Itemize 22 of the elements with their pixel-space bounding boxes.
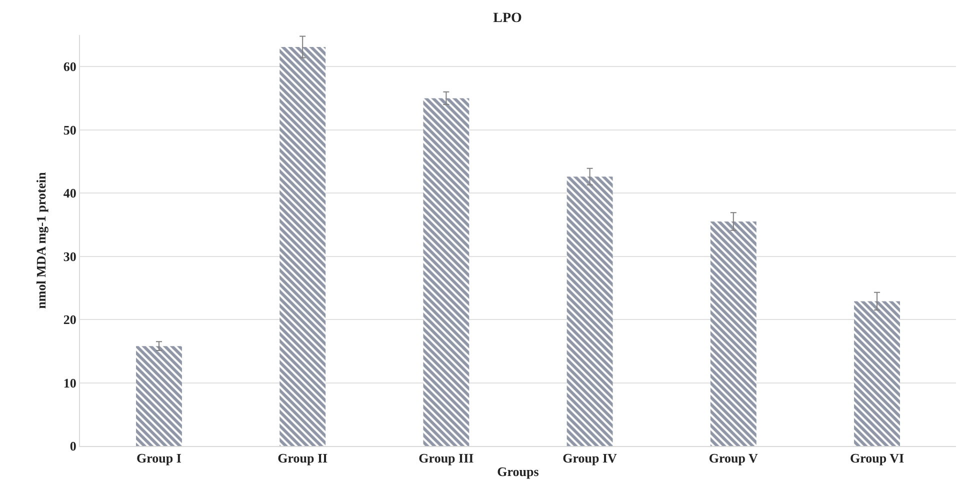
x-axis-title: Groups [497, 464, 539, 480]
x-tick-label: Group I [136, 450, 182, 466]
y-tick-label: 20 [63, 312, 76, 328]
y-tick-label: 0 [70, 438, 76, 454]
bar [566, 176, 613, 446]
bar [423, 98, 470, 446]
x-tick-label: Group VI [850, 450, 904, 466]
x-tick-label: Group V [708, 450, 759, 466]
bar [136, 346, 182, 446]
y-tick-label: 50 [63, 122, 76, 138]
y-tick-label: 40 [63, 186, 76, 201]
y-axis-title: nmol MDA mg-1 protein [33, 171, 48, 309]
chart-title: LPO [493, 11, 522, 26]
y-tick-label: 30 [63, 248, 76, 264]
x-tick-label: Group IV [562, 450, 618, 466]
bar [280, 47, 326, 446]
y-tick-label: 60 [63, 59, 76, 74]
bar [854, 301, 900, 446]
y-tick-label: 10 [63, 375, 76, 390]
bar [710, 222, 756, 446]
x-tick-label: Group II [278, 450, 328, 466]
x-tick-label: Group III [418, 450, 474, 466]
